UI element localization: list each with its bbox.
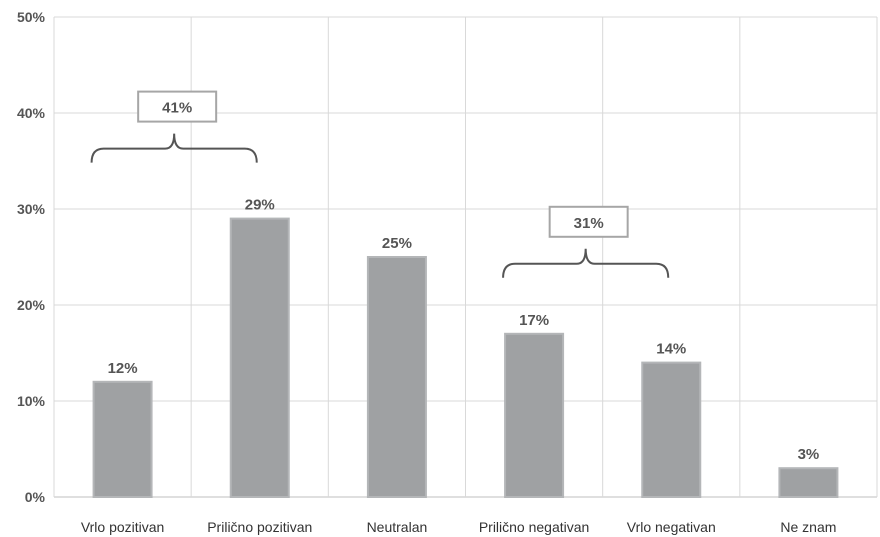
bar-4 bbox=[641, 361, 702, 498]
x-axis: Vrlo pozitivan Prilično pozitivan Neutrala… bbox=[81, 519, 837, 535]
value-label: 29% bbox=[245, 197, 275, 214]
x-tick-label: Neutralan bbox=[367, 519, 428, 535]
x-tick-label: Vrlo pozitivan bbox=[81, 519, 165, 535]
bar-2 bbox=[366, 256, 427, 498]
y-tick-label: 30% bbox=[17, 201, 46, 217]
y-tick-label: 50% bbox=[17, 9, 46, 25]
grid-lines bbox=[53, 16, 878, 498]
group-brace bbox=[90, 133, 258, 163]
group-label: 31% bbox=[574, 215, 604, 232]
value-label: 17% bbox=[519, 312, 549, 329]
bar-5 bbox=[778, 467, 839, 499]
y-tick-label: 0% bbox=[25, 489, 46, 505]
value-labels: 12% 29% 25% 17% 14% 3% bbox=[108, 197, 820, 464]
group-brace bbox=[502, 248, 670, 278]
group-annotations: 41% 31% bbox=[90, 90, 670, 278]
x-tick-label: Prilično pozitivan bbox=[207, 519, 312, 535]
value-label: 3% bbox=[798, 446, 820, 463]
group-label-box bbox=[548, 205, 629, 238]
y-tick-label: 10% bbox=[17, 393, 46, 409]
bars bbox=[92, 217, 839, 499]
bar-0 bbox=[92, 380, 153, 498]
y-axis: 0% 10% 20% 30% 40% 50% bbox=[17, 9, 46, 505]
x-tick-label: Prilično negativan bbox=[479, 519, 590, 535]
bar-1 bbox=[229, 217, 290, 498]
group-label-box bbox=[137, 90, 218, 123]
value-label: 14% bbox=[656, 341, 686, 358]
value-label: 12% bbox=[108, 360, 138, 377]
value-label: 25% bbox=[382, 235, 412, 252]
x-tick-label: Ne znam bbox=[780, 519, 836, 535]
bar-3 bbox=[504, 332, 565, 498]
y-tick-label: 20% bbox=[17, 297, 46, 313]
group-label: 41% bbox=[162, 100, 192, 117]
y-tick-label: 40% bbox=[17, 105, 46, 121]
x-tick-label: Vrlo negativan bbox=[627, 519, 716, 535]
